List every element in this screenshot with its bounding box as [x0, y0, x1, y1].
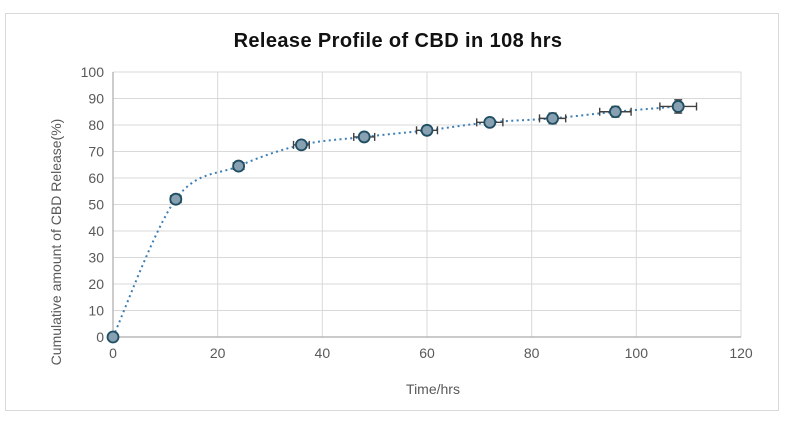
data-point [546, 111, 559, 125]
y-tick-label: 10 [88, 303, 104, 319]
data-point [609, 105, 622, 119]
data-point [671, 100, 685, 113]
x-tick-label: 0 [109, 345, 117, 361]
data-point [169, 192, 183, 206]
y-tick-label: 0 [96, 329, 104, 345]
data-point [294, 138, 308, 152]
y-tick-label: 100 [81, 64, 105, 80]
x-axis-title: Time/hrs [406, 381, 460, 397]
y-tick-label: 80 [88, 117, 104, 133]
data-point [357, 130, 371, 144]
x-tick-label: 80 [524, 345, 540, 361]
y-tick-label: 70 [88, 144, 104, 160]
data-point [483, 115, 497, 129]
chart-title: Release Profile of CBD in 108 hrs [233, 30, 563, 52]
chart-frame: Release Profile of CBD in 108 hrs Cumula… [5, 13, 779, 411]
x-tick-label: 60 [419, 345, 435, 361]
series-dotted-line [112, 105, 679, 338]
y-tick-label: 40 [88, 223, 104, 239]
data-point [106, 330, 120, 344]
x-tick-label: 100 [625, 345, 649, 361]
x-tick-label: 40 [315, 345, 331, 361]
y-tick-label: 60 [88, 170, 104, 186]
y-tick-label: 50 [88, 197, 104, 213]
y-tick-label: 30 [88, 250, 104, 266]
y-tick-label: 90 [88, 91, 104, 107]
x-tick-label: 20 [210, 345, 226, 361]
x-tick-label: 120 [729, 345, 753, 361]
y-tick-label: 20 [88, 276, 104, 292]
data-point [232, 159, 246, 173]
data-point [420, 123, 434, 137]
